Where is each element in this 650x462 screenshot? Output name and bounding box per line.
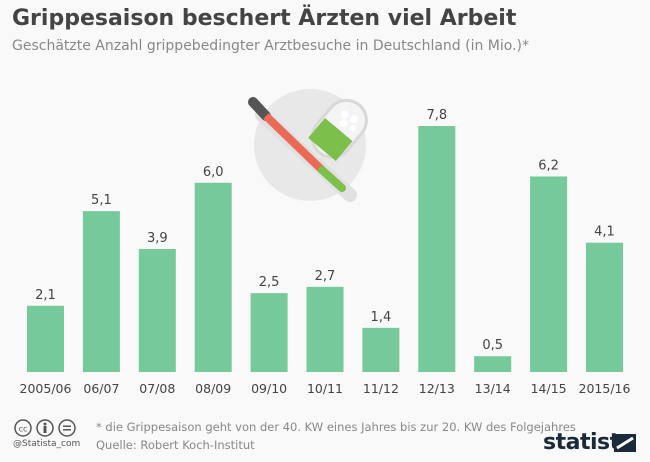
data-label: 4,1 <box>594 225 615 240</box>
bar <box>362 327 400 372</box>
bar <box>586 242 623 372</box>
bar <box>82 211 120 372</box>
bar <box>418 126 456 372</box>
x-tick-label: 12/13 <box>419 381 455 396</box>
data-label: 2,1 <box>35 288 56 303</box>
bar <box>250 293 288 372</box>
chart-subtitle: Geschätzte Anzahl grippebedingter Arztbe… <box>12 38 530 54</box>
x-tick-label: 2005/06 <box>20 381 72 396</box>
data-label: 5,1 <box>91 193 112 208</box>
data-label: 0,5 <box>482 338 503 353</box>
x-tick-label: 06/07 <box>83 381 119 396</box>
bar-chart: 2,1 2005/06 5,1 06/07 3,9 07/08 6,0 08/09 2,5 09/… <box>20 89 631 396</box>
chart-title: Grippesaison beschert Ärzten viel Arbeit <box>12 6 517 31</box>
data-label: 3,9 <box>147 231 168 246</box>
footnote: * die Grippesaison geht von der 40. KW e… <box>96 420 576 434</box>
svg-text:cc: cc <box>19 425 28 434</box>
bar <box>194 182 232 372</box>
statista-logo-icon <box>614 434 636 452</box>
x-tick-label: 08/09 <box>195 381 231 396</box>
bar <box>138 249 176 372</box>
bar <box>530 176 568 372</box>
source: Quelle: Robert Koch-Institut <box>96 438 255 452</box>
x-tick-label: 11/12 <box>363 381 399 396</box>
x-tick-label: 10/11 <box>307 381 343 396</box>
data-label: 6,0 <box>203 165 224 180</box>
data-label: 2,5 <box>259 275 280 290</box>
statista-handle: @Statista_com <box>13 439 81 449</box>
data-label: 6,2 <box>538 158 559 173</box>
x-tick-label: 14/15 <box>531 381 567 396</box>
creative-commons-icons: cc <box>14 419 76 437</box>
x-tick-label: 09/10 <box>251 381 287 396</box>
data-label: 7,8 <box>426 108 447 123</box>
bar <box>306 286 344 372</box>
x-tick-label: 2015/16 <box>579 381 631 396</box>
x-tick-label: 07/08 <box>139 381 175 396</box>
bar <box>27 305 64 372</box>
x-tick-label: 13/14 <box>475 381 511 396</box>
data-label: 2,7 <box>315 269 336 284</box>
thermometer-pill-illustration <box>248 89 368 202</box>
bar <box>474 356 512 372</box>
data-label: 1,4 <box>371 310 392 325</box>
